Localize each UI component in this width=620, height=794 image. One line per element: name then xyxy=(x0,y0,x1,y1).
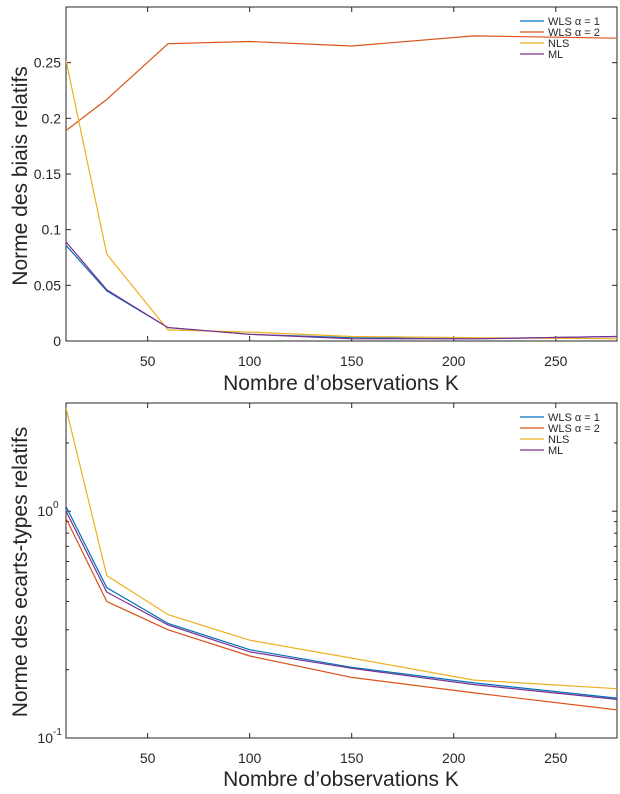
top-legend-label-4: ML xyxy=(548,49,563,61)
top-xtick-label: 50 xyxy=(140,353,156,369)
bottom-legend-label-1: WLS α = 1 xyxy=(548,412,600,424)
bottom-ytick-label-exp: 0 xyxy=(53,500,59,511)
bottom-ytick-label: 10 xyxy=(37,503,53,519)
bottom-legend-label-2: WLS α = 2 xyxy=(548,423,600,435)
bottom-xtick-label: 150 xyxy=(340,750,364,766)
bottom-axes-box xyxy=(65,402,618,739)
bottom-xtick-label: 200 xyxy=(442,750,466,766)
top-series-line-3 xyxy=(66,60,617,340)
bottom-series-line-2 xyxy=(66,518,617,711)
top-series-line-2 xyxy=(66,35,617,132)
top-xtick-label: 250 xyxy=(544,353,568,369)
top-xtick-label: 100 xyxy=(238,353,262,369)
top-ytick-label: 0.05 xyxy=(34,277,61,293)
bottom-xtick-label: 250 xyxy=(544,750,568,766)
chart-top-xlabel: Nombre d’observations K xyxy=(223,372,459,395)
bottom-ytick-label-exp: -1 xyxy=(53,727,62,738)
top-series-line-1 xyxy=(66,244,617,340)
top-xtick-label: 200 xyxy=(442,353,466,369)
chart-bottom-xlabel: Nombre d’observations K xyxy=(223,768,459,791)
bottom-series-line-4 xyxy=(66,510,617,700)
top-legend-label-1: WLS α = 1 xyxy=(548,16,600,28)
top-series-line-4 xyxy=(66,241,617,340)
bottom-series-line-1 xyxy=(66,506,617,699)
bottom-series-line-3 xyxy=(66,407,617,690)
top-ytick-label: 0.2 xyxy=(42,110,62,126)
chart-top: Norme des biais relatifs Nombre d’observ… xyxy=(9,6,618,395)
top-legend-label-2: WLS α = 2 xyxy=(548,27,600,39)
bottom-ytick-label: 10 xyxy=(37,730,53,746)
bottom-xtick-label: 100 xyxy=(238,750,262,766)
top-xtick-label: 150 xyxy=(340,353,364,369)
chart-bottom-ylabel: Norme des ecarts-types relatifs xyxy=(9,427,32,718)
chart-bottom: Norme des ecarts-types relatifs Nombre d… xyxy=(9,402,618,791)
bottom-xtick-label: 50 xyxy=(140,750,156,766)
top-ytick-label: 0 xyxy=(53,333,61,349)
bottom-legend-label-4: ML xyxy=(548,445,563,457)
top-axes-box xyxy=(65,6,618,342)
chart-top-ylabel: Norme des biais relatifs xyxy=(9,66,32,285)
top-ytick-label: 0.15 xyxy=(34,166,61,182)
top-ytick-label: 0.25 xyxy=(34,55,61,71)
top-legend-label-3: NLS xyxy=(548,38,569,50)
bottom-legend-label-3: NLS xyxy=(548,434,569,446)
top-ytick-label: 0.1 xyxy=(42,222,62,238)
